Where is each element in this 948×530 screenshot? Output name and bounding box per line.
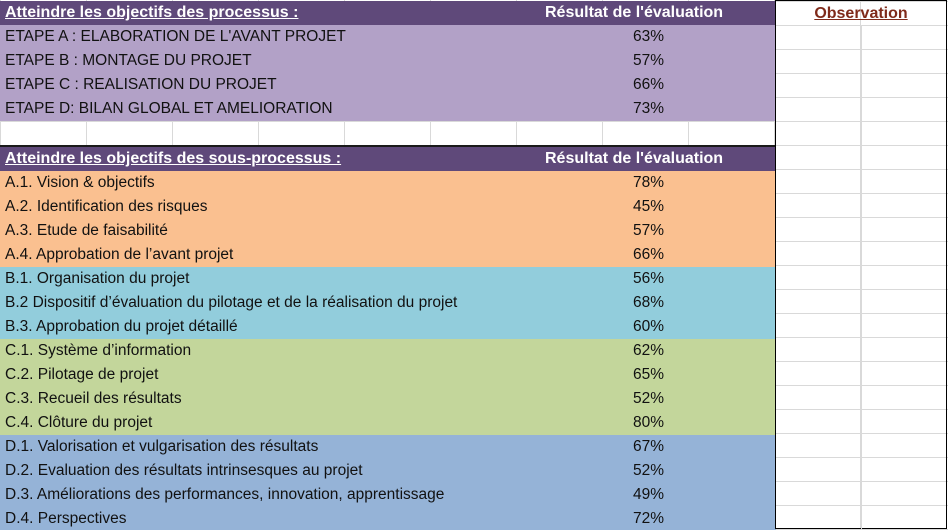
table-row[interactable]: D.2. Evaluation des résultats intrinsesq… — [0, 459, 776, 483]
separator-line — [0, 145, 776, 147]
row-label: C.2. Pilotage de projet — [5, 366, 159, 383]
row-label: ETAPE B : MONTAGE DU PROJET — [5, 52, 252, 69]
table-row[interactable]: ETAPE D: BILAN GLOBAL ET AMELIORATION 73% — [0, 97, 776, 121]
process-result-header: Résultat de l'évaluation — [545, 4, 724, 21]
row-label: B.3. Approbation du projet détaillé — [5, 318, 238, 335]
table-row[interactable]: A.3. Etude de faisabilité 57% — [0, 219, 776, 243]
row-label: ETAPE A : ELABORATION DE L'AVANT PROJET — [5, 28, 346, 45]
table-row[interactable]: D.3. Améliorations des performances, inn… — [0, 483, 776, 507]
row-value: 66% — [632, 76, 664, 93]
row-value: 60% — [632, 318, 664, 335]
subprocess-rows: A.1. Vision & objectifs 78% A.2. Identific… — [0, 171, 776, 530]
row-label: A.3. Etude de faisabilité — [5, 222, 168, 239]
row-label: ETAPE D: BILAN GLOBAL ET AMELIORATION — [5, 100, 333, 117]
row-label: D.4. Perspectives — [5, 510, 127, 527]
subprocess-header-row[interactable]: Atteindre les objectifs des sous-process… — [0, 147, 776, 171]
table-row[interactable]: A.1. Vision & objectifs 78% — [0, 171, 776, 195]
row-value: 52% — [632, 390, 664, 407]
row-value: 57% — [632, 52, 664, 69]
subprocess-header-label: Atteindre les objectifs des sous-process… — [5, 150, 342, 167]
process-rows: ETAPE A : ELABORATION DE L'AVANT PROJET 6… — [0, 25, 776, 121]
row-label: B.1. Organisation du projet — [5, 270, 190, 287]
row-value: 78% — [632, 174, 664, 191]
table-row[interactable]: C.4. Clôture du projet 80% — [0, 411, 776, 435]
process-header-label: Atteindre les objectifs des processus : — [5, 4, 299, 21]
table-row[interactable]: C.3. Recueil des résultats 52% — [0, 387, 776, 411]
row-value: 73% — [632, 100, 664, 117]
row-value: 72% — [632, 510, 664, 527]
row-value: 63% — [632, 28, 664, 45]
row-label: A.4. Approbation de l’avant projet — [5, 246, 234, 263]
table-row[interactable]: D.4. Perspectives 72% — [0, 507, 776, 530]
table-row[interactable]: A.2. Identification des risques 45% — [0, 195, 776, 219]
row-value: 45% — [632, 198, 664, 215]
row-label: B.2 Dispositif d’évaluation du pilotage … — [5, 294, 458, 311]
row-value: 56% — [632, 270, 664, 287]
blank-row[interactable] — [0, 121, 776, 145]
subprocess-result-header: Résultat de l'évaluation — [545, 150, 724, 167]
table-row[interactable]: ETAPE A : ELABORATION DE L'AVANT PROJET 6… — [0, 25, 776, 49]
row-value: 49% — [632, 486, 664, 503]
table-row[interactable]: C.1. Système d’information 62% — [0, 339, 776, 363]
table-row[interactable]: B.2 Dispositif d’évaluation du pilotage … — [0, 291, 776, 315]
table-row[interactable]: C.2. Pilotage de projet 65% — [0, 363, 776, 387]
observation-gridline — [861, 26, 862, 529]
observation-header[interactable]: Observation — [814, 4, 908, 22]
row-value: 80% — [632, 414, 664, 431]
table-row[interactable]: ETAPE B : MONTAGE DU PROJET 57% — [0, 49, 776, 73]
observation-column: Observation — [775, 0, 947, 529]
row-label: C.1. Système d’information — [5, 342, 192, 359]
row-label: C.3. Recueil des résultats — [5, 390, 182, 407]
row-value: 66% — [632, 246, 664, 263]
row-label: D.2. Evaluation des résultats intrinsesq… — [5, 462, 363, 479]
row-label: D.1. Valorisation et vulgarisation des r… — [5, 438, 319, 455]
table-row[interactable]: D.1. Valorisation et vulgarisation des r… — [0, 435, 776, 459]
table-row[interactable]: B.3. Approbation du projet détaillé 60% — [0, 315, 776, 339]
row-label: A.1. Vision & objectifs — [5, 174, 155, 191]
row-value: 68% — [632, 294, 664, 311]
row-label: C.4. Clôture du projet — [5, 414, 153, 431]
table-row[interactable]: B.1. Organisation du projet 56% — [0, 267, 776, 291]
evaluation-table: Atteindre les objectifs des processus : … — [0, 1, 776, 530]
row-value: 52% — [632, 462, 664, 479]
row-label: D.3. Améliorations des performances, inn… — [5, 486, 445, 503]
row-label: ETAPE C : REALISATION DU PROJET — [5, 76, 277, 93]
row-value: 65% — [632, 366, 664, 383]
row-value: 57% — [632, 222, 664, 239]
row-value: 62% — [632, 342, 664, 359]
process-header-row[interactable]: Atteindre les objectifs des processus : … — [0, 1, 776, 25]
table-row[interactable]: ETAPE C : REALISATION DU PROJET 66% — [0, 73, 776, 97]
table-row[interactable]: A.4. Approbation de l’avant projet 66% — [0, 243, 776, 267]
row-label: A.2. Identification des risques — [5, 198, 208, 215]
row-value: 67% — [632, 438, 664, 455]
